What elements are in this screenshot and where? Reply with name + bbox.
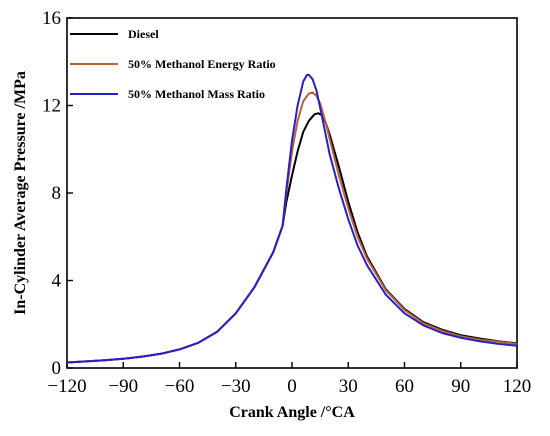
x-tick-label: 60 — [395, 376, 414, 397]
y-tick-label: 8 — [52, 183, 62, 204]
legend-entry: 50% Methanol Mass Ratio — [128, 87, 265, 101]
axis-ticks — [66, 17, 518, 369]
x-tick-label: −120 — [47, 376, 86, 397]
y-tick-label: 12 — [42, 96, 61, 117]
series-line — [66, 73, 518, 364]
x-tick-label: 0 — [287, 376, 297, 397]
y-axis-title: In-Cylinder Average Pressure /MPa — [12, 71, 29, 315]
y-tick-label: 4 — [52, 271, 62, 292]
series-lines — [66, 73, 518, 364]
x-tick-label: 90 — [451, 376, 470, 397]
x-axis-title: Crank Angle /°CA — [229, 404, 355, 421]
y-tick-label: 16 — [42, 8, 61, 29]
x-tick-label: −30 — [221, 376, 251, 397]
y-tick-label: 0 — [52, 358, 62, 379]
x-tick-label: 120 — [503, 376, 532, 397]
legend-entry: 50% Methanol Energy Ratio — [128, 57, 276, 71]
series-line — [66, 91, 518, 364]
legend: Diesel 50% Methanol Energy Ratio 50% Metha… — [70, 27, 276, 101]
axis-tick-labels: −120 −90 −60 −30 0 30 60 90 120 0 4 8 12 16 — [42, 8, 531, 397]
legend-entry: Diesel — [128, 27, 159, 41]
x-tick-label: −90 — [108, 376, 138, 397]
x-tick-label: 30 — [339, 376, 358, 397]
x-tick-label: −60 — [165, 376, 195, 397]
